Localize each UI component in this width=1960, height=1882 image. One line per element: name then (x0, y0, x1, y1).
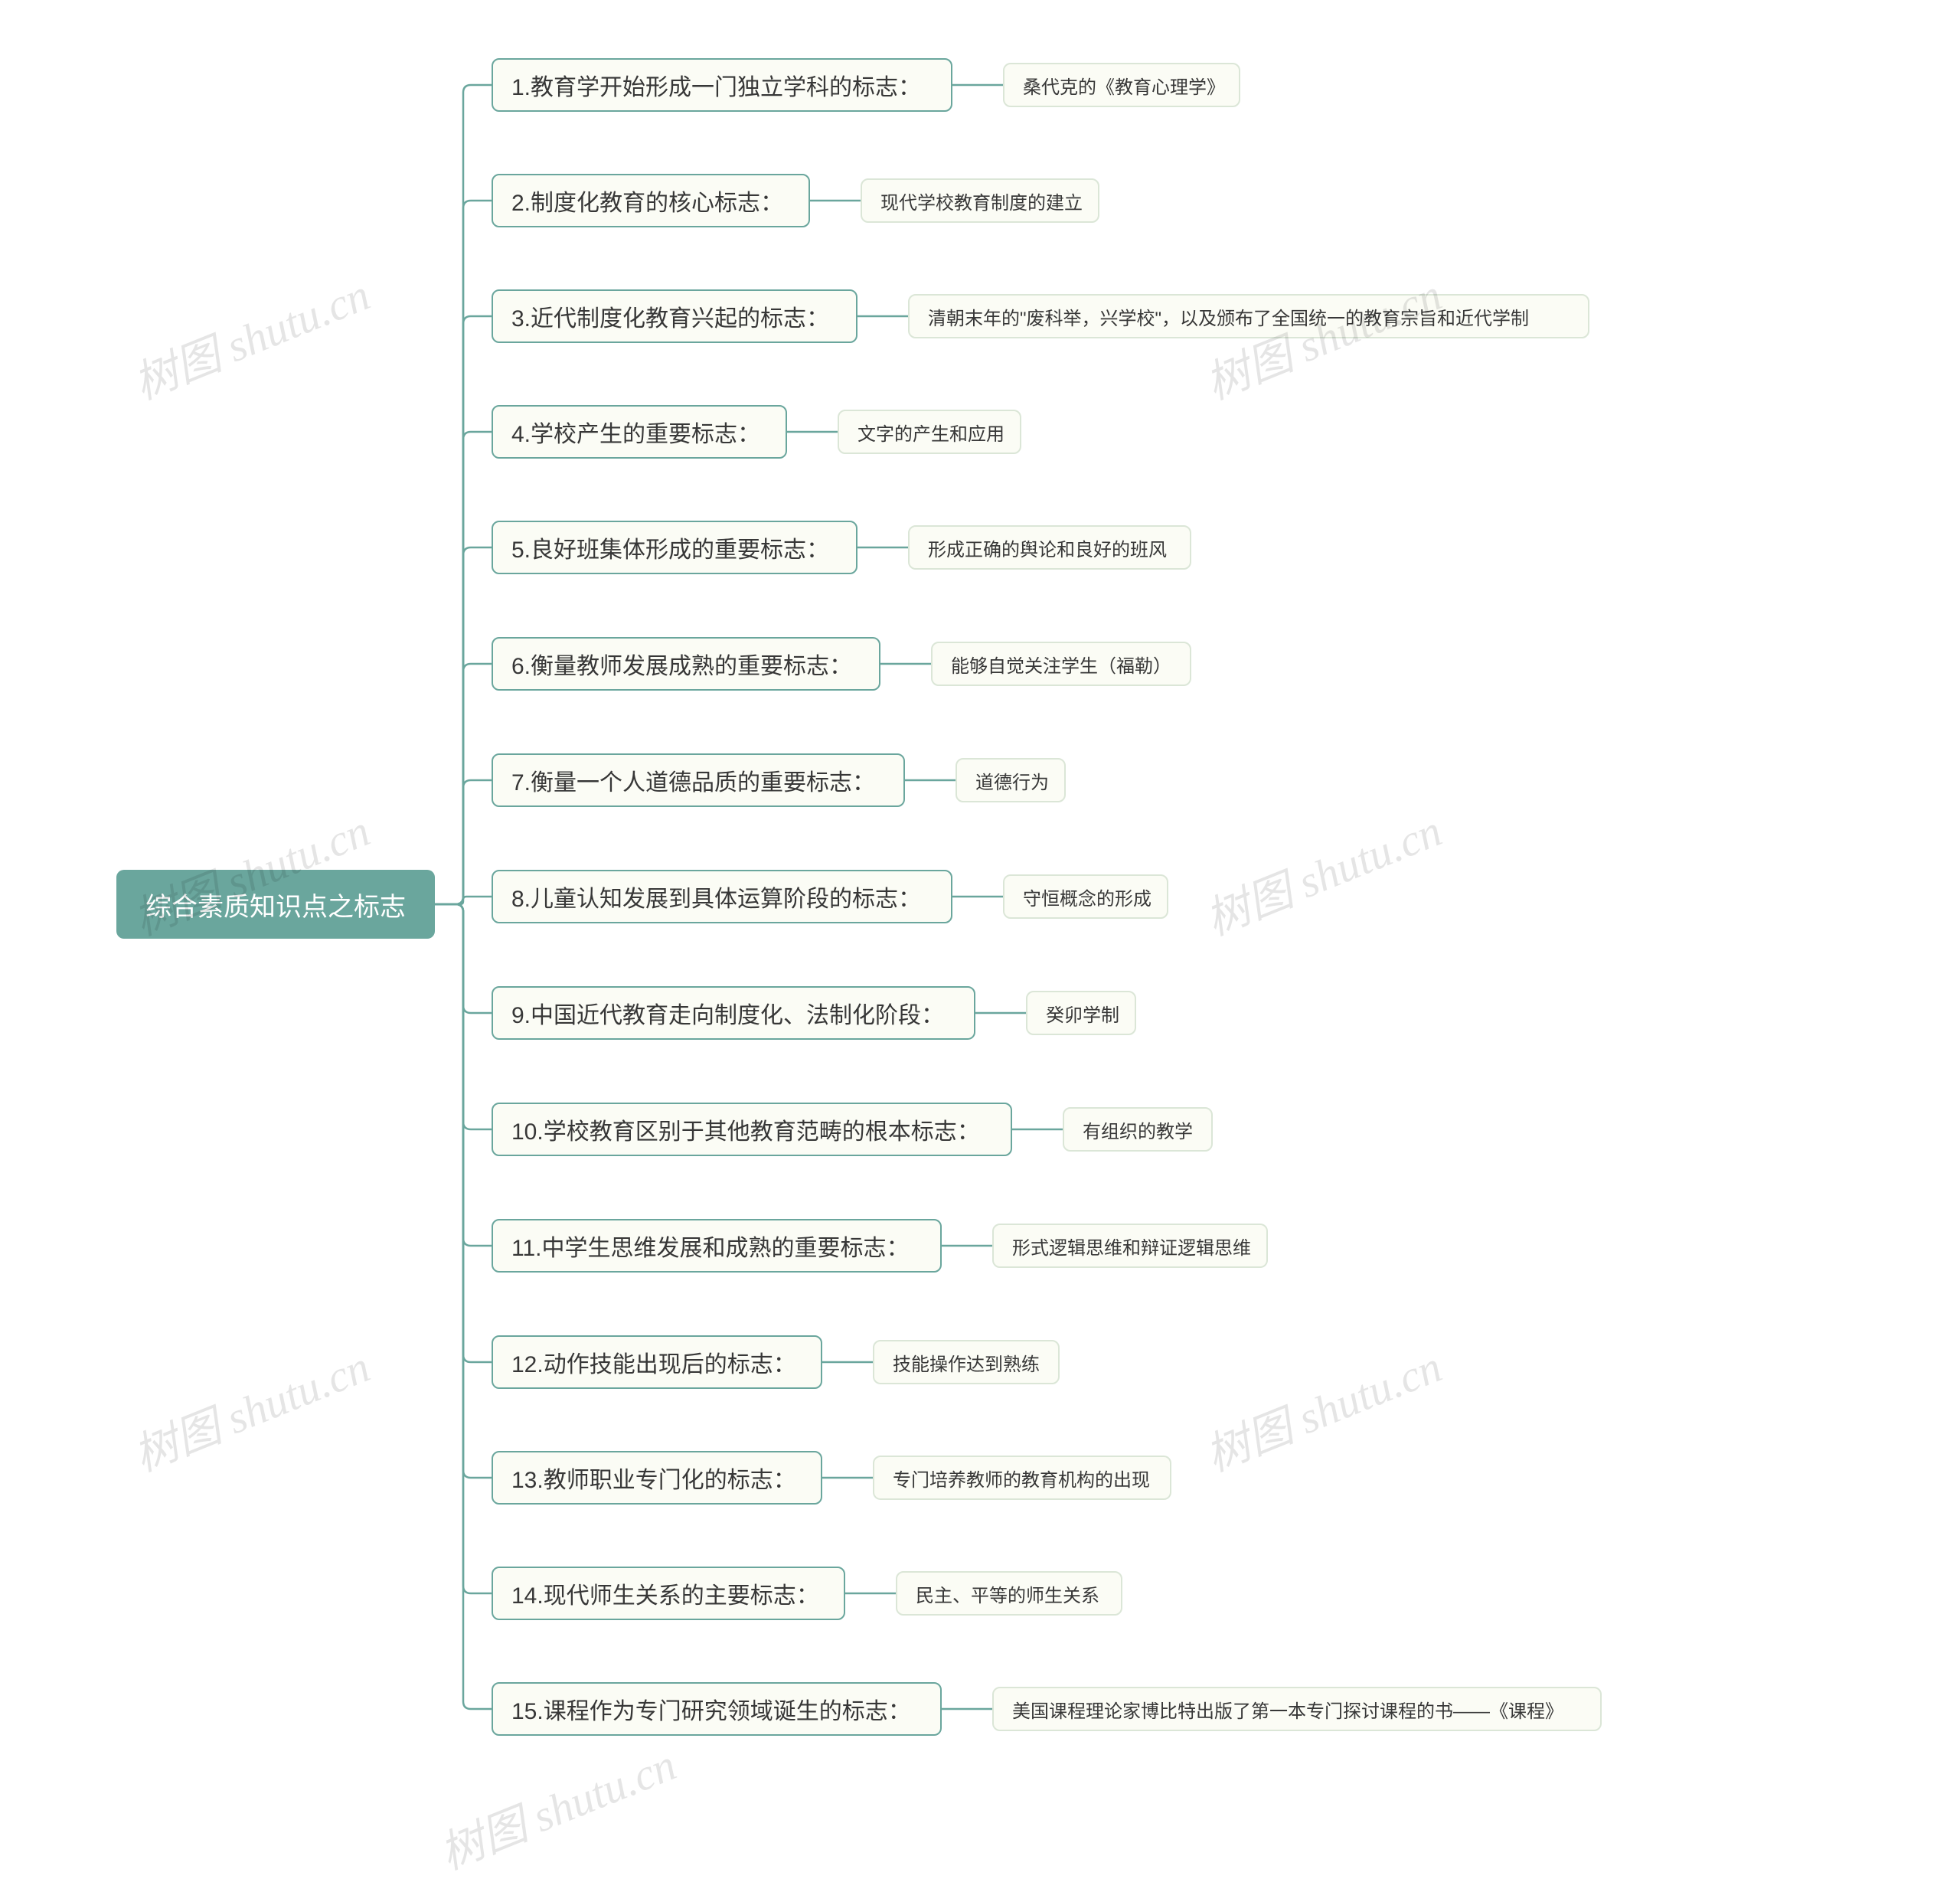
leaf-node-9: 癸卯学制 (1026, 991, 1136, 1035)
watermark-7: 树图 shutu.cn (429, 1729, 684, 1882)
leaf-node-15: 美国课程理论家博比特出版了第一本专门探讨课程的书——《课程》 (992, 1687, 1602, 1731)
leaf-node-10: 有组织的教学 (1063, 1107, 1213, 1152)
leaf-node-7: 道德行为 (956, 758, 1066, 802)
branch-node-6: 6.衡量教师发展成熟的重要标志： (492, 637, 880, 691)
branch-node-11: 11.中学生思维发展和成熟的重要标志： (492, 1219, 942, 1273)
branch-node-12: 12.动作技能出现后的标志： (492, 1335, 822, 1389)
branch-node-15: 15.课程作为专门研究领域诞生的标志： (492, 1682, 942, 1736)
branch-node-1: 1.教育学开始形成一门独立学科的标志： (492, 58, 952, 112)
branch-node-5: 5.良好班集体形成的重要标志： (492, 521, 858, 574)
watermark-1: 树图 shutu.cn (122, 259, 377, 412)
leaf-node-11: 形式逻辑思维和辩证逻辑思维 (992, 1224, 1268, 1268)
watermark-6: 树图 shutu.cn (1194, 1331, 1449, 1484)
leaf-node-8: 守恒概念的形成 (1003, 874, 1168, 919)
mindmap-canvas: 综合素质知识点之标志 1.教育学开始形成一门独立学科的标志： 桑代克的《教育心理学》… (0, 0, 1960, 1831)
branch-node-7: 7.衡量一个人道德品质的重要标志： (492, 753, 905, 807)
branch-node-2: 2.制度化教育的核心标志： (492, 174, 810, 227)
branch-node-8: 8.儿童认知发展到具体运算阶段的标志： (492, 870, 952, 923)
branch-node-4: 4.学校产生的重要标志： (492, 405, 787, 459)
branch-node-3: 3.近代制度化教育兴起的标志： (492, 289, 858, 343)
root-node: 综合素质知识点之标志 (116, 870, 435, 939)
branch-node-10: 10.学校教育区别于其他教育范畴的根本标志： (492, 1103, 1012, 1156)
leaf-node-4: 文字的产生和应用 (838, 410, 1021, 454)
leaf-node-1: 桑代克的《教育心理学》 (1003, 63, 1240, 107)
branch-node-9: 9.中国近代教育走向制度化、法制化阶段： (492, 986, 975, 1040)
leaf-node-3: 清朝末年的"废科举，兴学校"，以及颁布了全国统一的教育宗旨和近代学制 (908, 294, 1589, 338)
watermark-4: 树图 shutu.cn (1194, 795, 1449, 948)
watermark-5: 树图 shutu.cn (122, 1331, 377, 1484)
branch-node-14: 14.现代师生关系的主要标志： (492, 1567, 845, 1620)
branch-node-13: 13.教师职业专门化的标志： (492, 1451, 822, 1505)
leaf-node-5: 形成正确的舆论和良好的班风 (908, 525, 1191, 570)
leaf-node-14: 民主、平等的师生关系 (896, 1571, 1122, 1616)
leaf-node-2: 现代学校教育制度的建立 (861, 178, 1099, 223)
leaf-node-12: 技能操作达到熟练 (873, 1340, 1060, 1384)
leaf-node-13: 专门培养教师的教育机构的出现 (873, 1456, 1171, 1500)
leaf-node-6: 能够自觉关注学生（福勒） (931, 642, 1191, 686)
